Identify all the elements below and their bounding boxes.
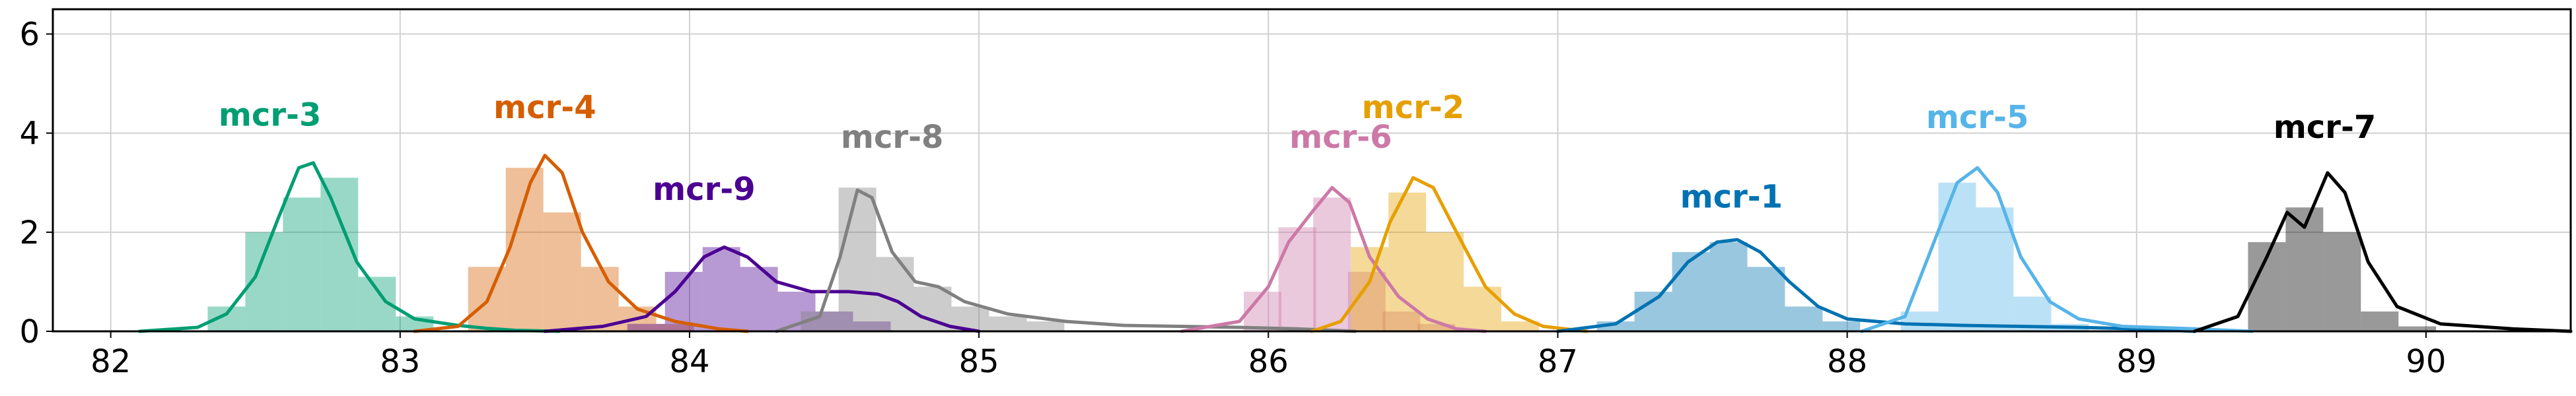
x-tick-label: 85 bbox=[959, 343, 999, 380]
mcr-3-label: mcr-3 bbox=[219, 96, 321, 133]
mcr-2-hist-bar bbox=[1351, 247, 1389, 331]
mcr-6-label: mcr-6 bbox=[1289, 119, 1392, 156]
mcr-6-hist-bar bbox=[1417, 323, 1455, 331]
mcr-9-hist-bar bbox=[702, 247, 740, 331]
axis-ticks: 82 83 84 85 86 87 88 89 90 0 2 4 6 bbox=[19, 16, 2446, 380]
mcr-2-histogram bbox=[1351, 192, 1539, 331]
mcr-2-hist-bar bbox=[1426, 232, 1464, 331]
mcr-6-density-curve bbox=[1180, 185, 1487, 333]
mcr-3-hist-bar bbox=[320, 178, 359, 331]
x-tick-label: 83 bbox=[380, 343, 420, 380]
mcr-6-histogram bbox=[1244, 197, 1455, 331]
mcr-1-density-curve bbox=[1556, 238, 2196, 333]
mcr-4-hist-bar bbox=[543, 212, 581, 331]
mcr-8-label: mcr-8 bbox=[841, 119, 943, 156]
mcr-5-label: mcr-5 bbox=[1926, 99, 2028, 136]
mcr-7-hist-bar bbox=[2361, 311, 2399, 331]
mcr-2-hist-bar bbox=[1501, 321, 1539, 331]
mcr-1-hist-bar bbox=[1709, 242, 1748, 331]
mcr-9-hist-bar bbox=[627, 323, 665, 331]
x-tick-label: 88 bbox=[1827, 343, 1867, 380]
mcr-5-density-curve bbox=[1860, 166, 2254, 333]
mcr-5-hist-bar bbox=[1976, 207, 2014, 331]
mcr-8-hist-bar bbox=[1026, 321, 1065, 331]
mcr-9-density-curve bbox=[543, 245, 981, 333]
plot-frame bbox=[52, 8, 2572, 333]
mcr-3-hist-bar bbox=[283, 197, 321, 331]
mcr-1-hist-bar bbox=[1747, 267, 1785, 331]
y-tick-label: 6 bbox=[19, 16, 40, 53]
density-curves bbox=[137, 154, 2573, 333]
mcr-2-label: mcr-2 bbox=[1362, 89, 1464, 126]
mcr-4-hist-bar bbox=[581, 267, 619, 331]
histograms bbox=[207, 168, 2437, 331]
mcr-1-hist-bar bbox=[1634, 291, 1672, 331]
mcr-6-hist-bar bbox=[1244, 291, 1281, 331]
mcr-7-histogram bbox=[2248, 207, 2437, 331]
mcr-9-hist-bar bbox=[853, 321, 891, 331]
mcr-4-density-curve bbox=[413, 154, 750, 333]
mcr-1-label: mcr-1 bbox=[1680, 178, 1783, 215]
mcr-7-hist-bar bbox=[2398, 326, 2437, 331]
mcr-3-density-curve bbox=[137, 161, 561, 333]
mcr-4-label: mcr-4 bbox=[493, 89, 596, 126]
x-tick-label: 82 bbox=[90, 343, 131, 380]
mcr-9-label: mcr-9 bbox=[653, 171, 755, 208]
x-tick-label: 84 bbox=[669, 343, 709, 380]
mcr-8-hist-bar bbox=[838, 187, 877, 331]
x-tick-label: 89 bbox=[2116, 343, 2157, 380]
mcr-2-hist-bar bbox=[1464, 286, 1501, 331]
y-tick-label: 4 bbox=[19, 116, 40, 152]
x-tick-label: 90 bbox=[2406, 343, 2446, 380]
mcr-6-hist-bar bbox=[1278, 227, 1316, 331]
mcr-2-density-curve bbox=[1310, 176, 1589, 333]
mcr-7-label: mcr-7 bbox=[2273, 109, 2376, 146]
mcr-1-hist-bar bbox=[1785, 306, 1823, 331]
y-tick-label: 0 bbox=[19, 314, 40, 350]
mcr-6-hist-bar bbox=[1313, 197, 1351, 331]
mcr-1-hist-bar bbox=[1672, 251, 1710, 331]
y-tick-label: 2 bbox=[19, 214, 40, 251]
mcr-7-hist-bar bbox=[2323, 232, 2361, 331]
x-tick-label: 87 bbox=[1538, 343, 1578, 380]
mcr-8-hist-bar bbox=[989, 316, 1027, 331]
mcr-4-histogram bbox=[468, 168, 694, 331]
mcr-6-hist-bar bbox=[1382, 311, 1421, 331]
mcr-7-density-curve bbox=[2192, 171, 2573, 333]
x-tick-label: 86 bbox=[1248, 343, 1289, 380]
mcr-4-hist-bar bbox=[505, 168, 544, 331]
mcr-1-hist-bar bbox=[1822, 321, 1861, 331]
mcr-1-histogram bbox=[1596, 242, 1861, 331]
mcr-5-hist-bar bbox=[1938, 182, 1976, 331]
mcr-4-hist-bar bbox=[656, 323, 694, 331]
